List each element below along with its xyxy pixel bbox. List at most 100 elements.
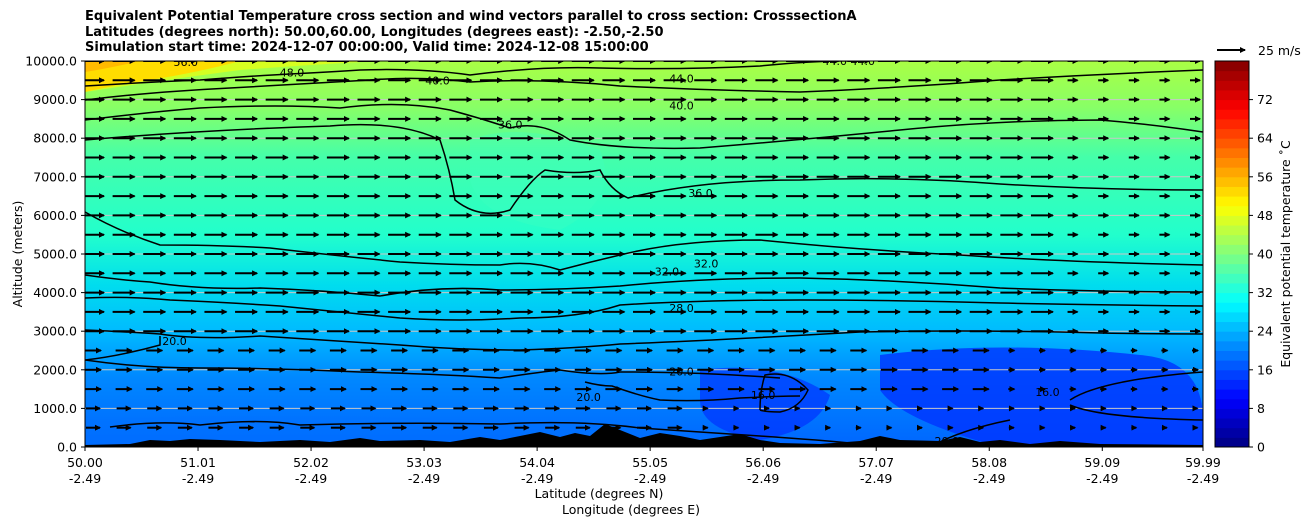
colorbar-level-60 xyxy=(1215,147,1249,158)
plot-area: 44.040.040.048.056.0 44.0 44.036.036.032.0… xyxy=(85,55,1203,448)
colorbar-tick-label-9: 72 xyxy=(1257,92,1273,107)
colorbar-level-20 xyxy=(1215,340,1249,351)
x-axis-label-longitude: Longitude (degrees E) xyxy=(562,502,700,517)
x-tick-label-lat-0: 50.00 xyxy=(67,455,103,470)
contour-line-12 xyxy=(1069,371,1203,401)
colorbar-level-58 xyxy=(1215,157,1249,168)
colorbar-level-2 xyxy=(1215,427,1249,438)
x-tick-label-lat-3: 53.03 xyxy=(406,455,442,470)
colorbar-level-6 xyxy=(1215,408,1249,419)
contour-label-3: 48.0 xyxy=(280,67,305,80)
shaded-region-3 xyxy=(470,132,605,230)
x-tick-label-lat-1: 51.01 xyxy=(180,455,216,470)
x-tick-label-lat-4: 54.04 xyxy=(519,455,555,470)
colorbar-level-50 xyxy=(1215,196,1249,207)
contour-label-13: 20.0 xyxy=(669,366,694,379)
y-tick-label-8: 8000.0 xyxy=(33,131,77,146)
contour-line-6 xyxy=(85,296,1203,321)
colorbar-level-14 xyxy=(1215,369,1249,380)
title-line-3: Simulation start time: 2024-12-07 00:00:… xyxy=(85,40,649,55)
colorbar-level-36 xyxy=(1215,263,1249,274)
colorbar-level-26 xyxy=(1215,311,1249,323)
x-tick-label-lat-6: 56.06 xyxy=(745,455,781,470)
colorbar-level-42 xyxy=(1215,234,1249,245)
contour-line-10 xyxy=(759,373,809,413)
colorbar-level-52 xyxy=(1215,186,1249,197)
colorbar-level-56 xyxy=(1215,167,1249,178)
y-tick-label-4: 4000.0 xyxy=(33,285,77,300)
colorbar-level-66 xyxy=(1215,118,1249,130)
colorbar-level-16 xyxy=(1215,360,1249,371)
x-tick-label-lat-8: 58.08 xyxy=(971,455,1007,470)
colorbar-level-8 xyxy=(1215,398,1249,409)
contour-line-5 xyxy=(85,274,1203,297)
contour-line-2 xyxy=(85,103,1203,150)
shaded-region-2 xyxy=(85,61,380,92)
contour-line-13 xyxy=(1069,404,1203,421)
contour-label-4: 56.0 xyxy=(173,56,198,69)
wind-key: 25 m/s xyxy=(1217,43,1301,58)
x-tick-label-lon-4: -2.49 xyxy=(521,471,553,486)
x-tick-label-lat-10: 59.99 xyxy=(1185,455,1221,470)
colorbar-tick-label-7: 56 xyxy=(1257,169,1273,184)
colorbar-level-62 xyxy=(1215,138,1249,149)
contour-label-10: 32.0 xyxy=(694,258,719,271)
colorbar-tick-label-0: 0 xyxy=(1257,440,1265,455)
x-tick-label-lat-7: 57.07 xyxy=(858,455,894,470)
contour-label-14: 20.0 xyxy=(576,391,601,404)
colorbar-level-54 xyxy=(1215,176,1249,187)
y-axis: 0.0 1000.0 2000.0 3000.0 4000.0 5000.0 6000.0 7… xyxy=(25,54,85,455)
terrain-silhouette xyxy=(85,424,1203,447)
x-tick-label-lon-9: -2.49 xyxy=(1086,471,1118,486)
colorbar-level-72 xyxy=(1215,89,1249,101)
contour-line-11 xyxy=(109,420,861,445)
contour-line-1 xyxy=(85,69,1203,101)
y-tick-label-5: 5000.0 xyxy=(33,247,77,262)
x-tick-label-lon-1: -2.49 xyxy=(182,471,214,486)
contour-label-6: 44.0 xyxy=(851,55,876,68)
contour-label-16: 16.0 xyxy=(1035,386,1060,399)
x-tick-label-lat-9: 59.09 xyxy=(1084,455,1120,470)
colorbar-level-48 xyxy=(1215,205,1249,216)
contour-label-2: 40.0 xyxy=(425,74,450,87)
colorbar-level-18 xyxy=(1215,350,1249,361)
colorbar-level-30 xyxy=(1215,292,1249,303)
y-tick-label-10: 10000.0 xyxy=(25,54,77,69)
y-tick-label-0: 0.0 xyxy=(57,440,77,455)
contour-line-3 xyxy=(85,123,1203,215)
contour-label-0: 44.0 xyxy=(669,72,694,85)
colorbar-level-76 xyxy=(1215,70,1249,81)
colorbar-level-34 xyxy=(1215,273,1249,284)
contour-label-17: 20.0 xyxy=(934,435,959,448)
title-line-2: Latitudes (degrees north): 50.00,60.00, … xyxy=(85,24,664,40)
y-tick-label-6: 6000.0 xyxy=(33,208,77,223)
y-axis-label: Altitude (meters) xyxy=(10,201,25,308)
colorbar-level-46 xyxy=(1215,215,1249,226)
y-tick-label-2: 2000.0 xyxy=(33,362,77,377)
colorbar-level-28 xyxy=(1215,302,1249,313)
colorbar-level-44 xyxy=(1215,225,1249,236)
colorbar-level-40 xyxy=(1215,244,1249,255)
contour-label-11: 28.0 xyxy=(669,302,694,315)
y-tick-label-7: 7000.0 xyxy=(33,169,77,184)
y-tick-label-1: 1000.0 xyxy=(33,401,77,416)
contour-label-12: 20.0 xyxy=(162,335,187,348)
contour-label-9: 32.0 xyxy=(655,265,680,278)
contour-line-8 xyxy=(85,336,781,379)
x-axis: 50.00-2.4951.01-2.4952.02-2.4953.03-2.49… xyxy=(67,447,1221,486)
colorbar-level-74 xyxy=(1215,80,1249,91)
contour-line-0 xyxy=(85,61,860,87)
colorbar-label: Equivalent potential temperature ˚C xyxy=(1278,140,1293,368)
contour-label-8: 36.0 xyxy=(688,187,713,200)
colorbar-tick-label-3: 24 xyxy=(1257,324,1273,339)
x-tick-label-lon-2: -2.49 xyxy=(295,471,327,486)
x-tick-label-lon-10: -2.49 xyxy=(1187,471,1219,486)
x-axis-label-latitude: Latitude (degrees N) xyxy=(535,486,664,501)
colorbar-level-70 xyxy=(1215,99,1249,110)
colorbar-level-78 xyxy=(1215,61,1249,72)
colorbar-level-10 xyxy=(1215,389,1249,400)
contour-label-15: 16.0 xyxy=(751,389,776,402)
colorbar-tick-label-4: 32 xyxy=(1257,285,1273,300)
colorbar-level-64 xyxy=(1215,128,1249,139)
colorbar-tick-label-6: 48 xyxy=(1257,208,1273,223)
